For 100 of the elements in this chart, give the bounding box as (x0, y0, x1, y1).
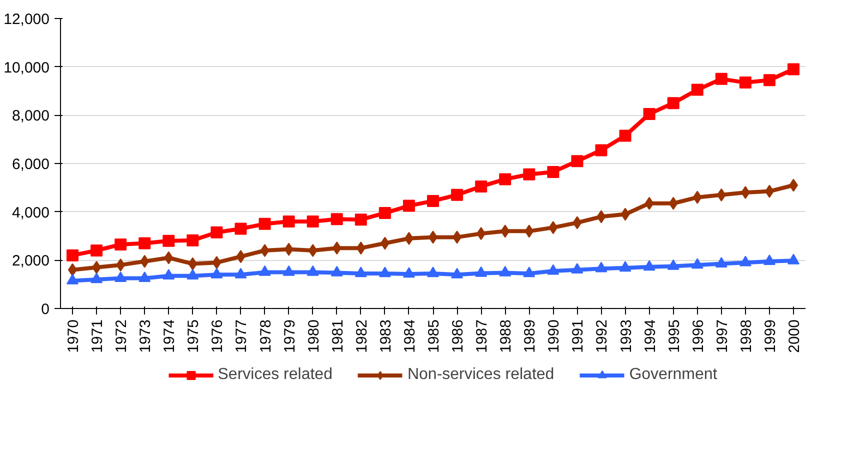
point (332, 242, 342, 255)
legend-label: Services related (218, 366, 332, 384)
x-tick-label: 1996 (690, 319, 707, 353)
point (667, 259, 680, 270)
y-tick-label: 12,000 (4, 11, 50, 28)
x-tick-label: 1988 (498, 319, 515, 353)
point (619, 261, 632, 272)
point (620, 208, 630, 221)
point (691, 258, 704, 269)
point (92, 260, 102, 274)
point (452, 230, 462, 244)
x-tick-label: 1975 (185, 319, 202, 353)
point (523, 266, 536, 278)
point (282, 265, 295, 276)
point (764, 184, 774, 198)
x-tick-label: 1979 (281, 319, 298, 353)
x-tick-label: 1978 (257, 319, 274, 353)
point (402, 200, 415, 212)
point (596, 210, 606, 224)
point (547, 264, 560, 275)
point (788, 178, 798, 192)
point (787, 254, 800, 264)
point (162, 234, 175, 247)
point (378, 266, 391, 278)
point (234, 268, 247, 278)
point (499, 173, 512, 186)
x-tick-label: 1981 (329, 319, 346, 353)
point (595, 262, 608, 272)
point (716, 188, 726, 202)
x-tick-label: 1999 (762, 319, 779, 353)
y-tick-label: 2,000 (12, 252, 50, 270)
legend-label: Government (629, 366, 718, 384)
point (476, 227, 486, 240)
legend-label: Non-services related (407, 366, 554, 384)
point (116, 258, 126, 272)
point (427, 266, 439, 278)
point (763, 254, 776, 266)
point (212, 256, 222, 270)
point (595, 144, 608, 156)
x-tick-label: 1980 (305, 319, 322, 353)
point (162, 269, 175, 280)
x-tick-label: 1990 (546, 319, 563, 353)
point (667, 97, 680, 110)
point (306, 265, 319, 276)
point (523, 168, 536, 180)
point (668, 196, 678, 210)
point (234, 222, 247, 235)
x-tick-label: 1970 (65, 319, 82, 353)
x-tick-label: 1984 (401, 319, 418, 353)
x-tick-label: 1989 (522, 319, 539, 353)
point (354, 266, 367, 278)
point (571, 262, 584, 274)
point (451, 188, 464, 201)
point (236, 250, 246, 264)
point (90, 244, 103, 256)
y-tick-label: 0 (41, 301, 50, 318)
point (90, 272, 103, 284)
point (140, 254, 150, 268)
point (356, 242, 366, 255)
point (692, 190, 702, 204)
x-tick-label: 1997 (714, 319, 731, 353)
point (572, 216, 582, 230)
point (186, 234, 199, 246)
point (210, 268, 223, 278)
point (715, 72, 728, 85)
point (258, 265, 271, 276)
point (739, 256, 752, 266)
x-tick-label: 1994 (642, 319, 659, 353)
point (643, 260, 656, 271)
x-tick-label: 1987 (474, 319, 491, 353)
point (66, 274, 79, 284)
point (282, 216, 295, 228)
point (114, 238, 127, 250)
point (138, 271, 151, 282)
point (524, 224, 534, 238)
y-tick-label: 10,000 (4, 59, 50, 76)
point (763, 74, 776, 86)
point (643, 108, 656, 120)
point (548, 221, 558, 234)
point (68, 263, 78, 276)
point (739, 76, 752, 89)
point (619, 130, 632, 142)
x-tick-label: 1998 (738, 319, 755, 353)
point (691, 84, 704, 96)
x-tick-label: 2000 (786, 319, 803, 353)
point (138, 237, 151, 250)
point (644, 196, 654, 210)
point (715, 256, 728, 268)
y-tick-label: 8,000 (12, 108, 50, 125)
point (186, 269, 199, 280)
x-tick-label: 1977 (233, 319, 250, 353)
x-tick-label: 1974 (161, 319, 178, 353)
point (427, 194, 439, 207)
point (475, 266, 488, 277)
y-tick-label: 6,000 (12, 156, 50, 173)
x-tick-label: 1971 (89, 319, 106, 353)
x-tick-label: 1993 (618, 319, 635, 353)
point (475, 180, 488, 192)
point (402, 267, 415, 278)
x-tick-label: 1985 (426, 319, 442, 353)
